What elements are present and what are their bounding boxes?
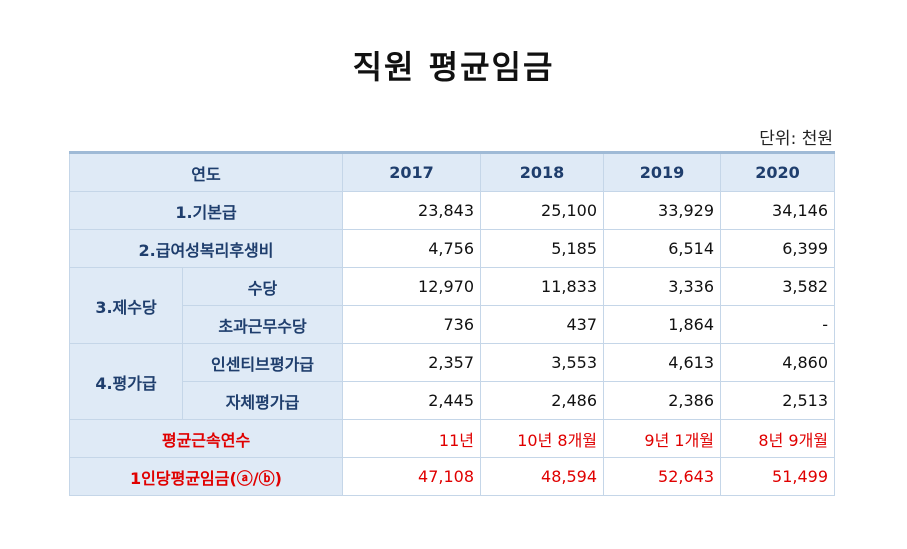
cell-value: 3,336 — [603, 267, 722, 306]
cell-value: 2,513 — [720, 381, 836, 420]
cell-value: 4,756 — [342, 229, 482, 268]
cell-value: 10년 8개월 — [480, 419, 605, 458]
table-row: 1.기본급 23,843 25,100 33,929 34,146 — [68, 191, 836, 230]
cell-value: 2,386 — [603, 381, 722, 420]
wage-table: 연도 2017 2018 2019 2020 1.기본급 23,843 25,1… — [68, 151, 836, 496]
cell-value: 2,486 — [480, 381, 605, 420]
table-row: 2.급여성복리후생비 4,756 5,185 6,514 6,399 — [68, 229, 836, 268]
row-label: 1.기본급 — [68, 191, 344, 230]
cell-value: 51,499 — [720, 457, 836, 496]
table-row: 3.제수당 수당 12,970 11,833 3,336 3,582 — [69, 267, 836, 344]
table-row: 자체평가급 2,445 2,486 2,386 2,513 — [70, 381, 836, 420]
cell-value: 437 — [480, 305, 605, 344]
cell-value: 52,643 — [603, 457, 722, 496]
row-label: 수당 — [181, 267, 344, 306]
cell-value: 6,399 — [720, 229, 836, 268]
table-row: 평균근속연수 11년 10년 8개월 9년 1개월 8년 9개월 — [68, 419, 836, 458]
header-row: 연도 2017 2018 2019 2020 — [68, 151, 836, 192]
cell-value: 25,100 — [480, 191, 605, 230]
cell-value: 47,108 — [342, 457, 482, 496]
cell-value: 9년 1개월 — [603, 419, 722, 458]
row-label: 인센티브평가급 — [181, 343, 344, 382]
table-row: 1인당평균임금(ⓐ/ⓑ) 47,108 48,594 52,643 51,499 — [68, 457, 836, 496]
table-row: 초과근무수당 736 437 1,864 - — [70, 305, 836, 344]
cell-value: 11년 — [342, 419, 482, 458]
cell-value: 2,357 — [342, 343, 482, 382]
row-label: 초과근무수당 — [181, 305, 344, 344]
row-label: 1인당평균임금(ⓐ/ⓑ) — [68, 457, 344, 496]
cell-value: 8년 9개월 — [720, 419, 836, 458]
header-year: 2017 — [342, 151, 482, 192]
page-title: 직원 평균임금 — [352, 48, 555, 86]
cell-value: 12,970 — [342, 267, 482, 306]
cell-value: 736 — [342, 305, 482, 344]
cell-value: 5,185 — [480, 229, 605, 268]
table-row: 4.평가급 인센티브평가급 2,357 3,553 4,613 4,860 — [69, 343, 836, 420]
row-label: 2.급여성복리후생비 — [68, 229, 344, 268]
cell-value: - — [720, 305, 836, 344]
cell-value: 11,833 — [480, 267, 605, 306]
cell-value: 3,582 — [720, 267, 836, 306]
cell-value: 2,445 — [342, 381, 482, 420]
cell-value: 6,514 — [603, 229, 722, 268]
row-label: 평균근속연수 — [68, 419, 344, 458]
cell-value: 48,594 — [480, 457, 605, 496]
header-year: 2019 — [603, 151, 722, 192]
header-year-label: 연도 — [68, 151, 344, 192]
cell-value: 4,613 — [603, 343, 722, 382]
header-year: 2018 — [480, 151, 605, 192]
cell-value: 34,146 — [720, 191, 836, 230]
cell-value: 33,929 — [603, 191, 722, 230]
cell-value: 4,860 — [720, 343, 836, 382]
header-year: 2020 — [720, 151, 836, 192]
unit-label: 단위: 천원 — [759, 129, 833, 149]
group-label: 3.제수당 — [69, 267, 183, 344]
cell-value: 1,864 — [603, 305, 722, 344]
group-label: 4.평가급 — [69, 343, 183, 420]
cell-value: 23,843 — [342, 191, 482, 230]
cell-value: 3,553 — [480, 343, 605, 382]
row-label: 자체평가급 — [181, 381, 344, 420]
